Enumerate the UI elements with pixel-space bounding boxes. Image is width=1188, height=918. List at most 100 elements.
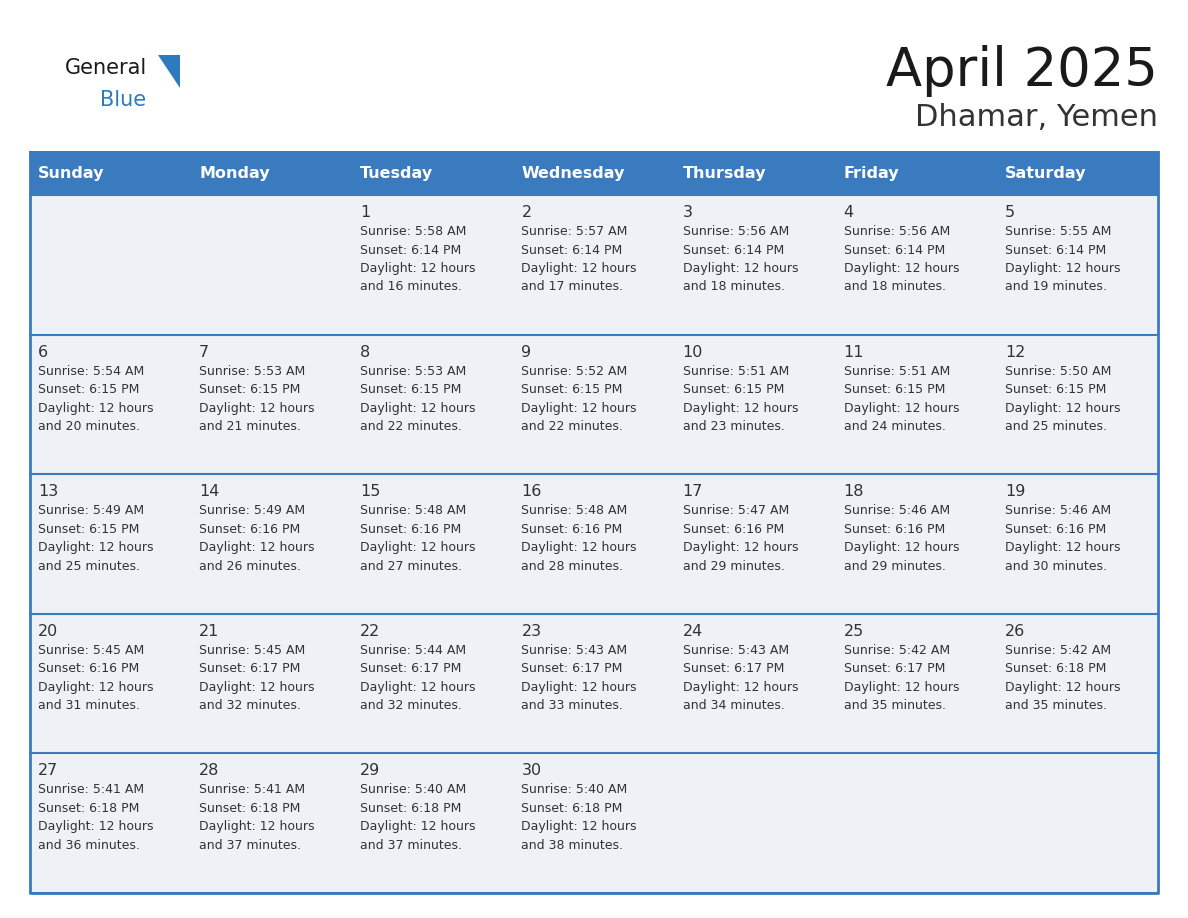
Bar: [353, 754, 513, 893]
Text: Sunset: 6:17 PM: Sunset: 6:17 PM: [522, 662, 623, 676]
Text: Sunrise: 5:51 AM: Sunrise: 5:51 AM: [683, 364, 789, 377]
Text: 23: 23: [522, 624, 542, 639]
Text: Sunrise: 5:41 AM: Sunrise: 5:41 AM: [38, 783, 144, 797]
Text: and 34 minutes.: and 34 minutes.: [683, 700, 784, 712]
Text: Sunday: Sunday: [38, 166, 105, 181]
Text: Daylight: 12 hours: Daylight: 12 hours: [522, 262, 637, 275]
Text: Sunrise: 5:42 AM: Sunrise: 5:42 AM: [1005, 644, 1111, 656]
Text: Daylight: 12 hours: Daylight: 12 hours: [843, 401, 959, 415]
Text: Daylight: 12 hours: Daylight: 12 hours: [1005, 401, 1120, 415]
Text: Daylight: 12 hours: Daylight: 12 hours: [360, 681, 475, 694]
Bar: [30, 152, 191, 195]
Text: Thursday: Thursday: [683, 166, 766, 181]
Text: Sunrise: 5:40 AM: Sunrise: 5:40 AM: [522, 783, 627, 797]
Text: 26: 26: [1005, 624, 1025, 639]
Text: Sunset: 6:16 PM: Sunset: 6:16 PM: [360, 522, 461, 536]
Text: Sunset: 6:15 PM: Sunset: 6:15 PM: [360, 383, 462, 396]
Bar: [191, 195, 353, 334]
Text: 22: 22: [360, 624, 380, 639]
Text: Daylight: 12 hours: Daylight: 12 hours: [38, 681, 153, 694]
Text: and 33 minutes.: and 33 minutes.: [522, 700, 624, 712]
Text: Sunrise: 5:40 AM: Sunrise: 5:40 AM: [360, 783, 467, 797]
Text: Sunset: 6:16 PM: Sunset: 6:16 PM: [200, 522, 301, 536]
Text: Sunset: 6:14 PM: Sunset: 6:14 PM: [683, 243, 784, 256]
Text: and 22 minutes.: and 22 minutes.: [360, 420, 462, 433]
Text: Sunset: 6:16 PM: Sunset: 6:16 PM: [843, 522, 944, 536]
Text: 13: 13: [38, 484, 58, 499]
Text: Tuesday: Tuesday: [360, 166, 434, 181]
Text: Sunset: 6:14 PM: Sunset: 6:14 PM: [1005, 243, 1106, 256]
Text: Sunrise: 5:46 AM: Sunrise: 5:46 AM: [1005, 504, 1111, 517]
Text: Daylight: 12 hours: Daylight: 12 hours: [683, 401, 798, 415]
Text: and 37 minutes.: and 37 minutes.: [360, 839, 462, 852]
Text: Sunset: 6:18 PM: Sunset: 6:18 PM: [522, 802, 623, 815]
Text: 29: 29: [360, 764, 380, 778]
Text: Daylight: 12 hours: Daylight: 12 hours: [38, 401, 153, 415]
Text: Sunset: 6:18 PM: Sunset: 6:18 PM: [1005, 662, 1106, 676]
Text: and 21 minutes.: and 21 minutes.: [200, 420, 301, 433]
Text: Sunset: 6:14 PM: Sunset: 6:14 PM: [522, 243, 623, 256]
Text: Sunrise: 5:47 AM: Sunrise: 5:47 AM: [683, 504, 789, 517]
Bar: [835, 614, 997, 754]
Text: Sunrise: 5:42 AM: Sunrise: 5:42 AM: [843, 644, 950, 656]
Bar: [835, 754, 997, 893]
Bar: [353, 334, 513, 475]
Text: and 37 minutes.: and 37 minutes.: [200, 839, 301, 852]
Text: Daylight: 12 hours: Daylight: 12 hours: [38, 821, 153, 834]
Bar: [997, 195, 1158, 334]
Text: Sunrise: 5:58 AM: Sunrise: 5:58 AM: [360, 225, 467, 238]
Bar: [191, 614, 353, 754]
Text: Sunrise: 5:49 AM: Sunrise: 5:49 AM: [38, 504, 144, 517]
Bar: [191, 754, 353, 893]
Bar: [191, 152, 353, 195]
Text: Daylight: 12 hours: Daylight: 12 hours: [1005, 262, 1120, 275]
Text: Daylight: 12 hours: Daylight: 12 hours: [200, 542, 315, 554]
Bar: [835, 152, 997, 195]
Text: Daylight: 12 hours: Daylight: 12 hours: [200, 681, 315, 694]
Text: Daylight: 12 hours: Daylight: 12 hours: [360, 262, 475, 275]
Text: Sunset: 6:16 PM: Sunset: 6:16 PM: [1005, 522, 1106, 536]
Text: Sunrise: 5:52 AM: Sunrise: 5:52 AM: [522, 364, 627, 377]
Text: 18: 18: [843, 484, 864, 499]
Text: and 17 minutes.: and 17 minutes.: [522, 281, 624, 294]
Text: Daylight: 12 hours: Daylight: 12 hours: [360, 401, 475, 415]
Text: and 32 minutes.: and 32 minutes.: [360, 700, 462, 712]
Text: Sunrise: 5:53 AM: Sunrise: 5:53 AM: [200, 364, 305, 377]
Text: and 25 minutes.: and 25 minutes.: [1005, 420, 1107, 433]
Text: 12: 12: [1005, 344, 1025, 360]
Text: Dhamar, Yemen: Dhamar, Yemen: [915, 103, 1158, 132]
Text: Sunset: 6:15 PM: Sunset: 6:15 PM: [38, 383, 139, 396]
Text: Sunset: 6:18 PM: Sunset: 6:18 PM: [38, 802, 139, 815]
Text: Sunrise: 5:45 AM: Sunrise: 5:45 AM: [200, 644, 305, 656]
Text: Sunrise: 5:43 AM: Sunrise: 5:43 AM: [522, 644, 627, 656]
Text: Sunrise: 5:45 AM: Sunrise: 5:45 AM: [38, 644, 144, 656]
Text: and 36 minutes.: and 36 minutes.: [38, 839, 140, 852]
Text: Sunset: 6:15 PM: Sunset: 6:15 PM: [522, 383, 623, 396]
Text: 27: 27: [38, 764, 58, 778]
Text: Sunrise: 5:49 AM: Sunrise: 5:49 AM: [200, 504, 305, 517]
Text: Daylight: 12 hours: Daylight: 12 hours: [522, 401, 637, 415]
Text: and 18 minutes.: and 18 minutes.: [683, 281, 784, 294]
Text: and 23 minutes.: and 23 minutes.: [683, 420, 784, 433]
Bar: [675, 614, 835, 754]
Text: Sunrise: 5:48 AM: Sunrise: 5:48 AM: [360, 504, 467, 517]
Text: Sunrise: 5:43 AM: Sunrise: 5:43 AM: [683, 644, 789, 656]
Bar: [513, 614, 675, 754]
Bar: [675, 475, 835, 614]
Text: 19: 19: [1005, 484, 1025, 499]
Bar: [835, 334, 997, 475]
Text: Sunrise: 5:46 AM: Sunrise: 5:46 AM: [843, 504, 950, 517]
Text: and 30 minutes.: and 30 minutes.: [1005, 560, 1107, 573]
Text: Daylight: 12 hours: Daylight: 12 hours: [683, 542, 798, 554]
Bar: [675, 152, 835, 195]
Text: and 16 minutes.: and 16 minutes.: [360, 281, 462, 294]
Text: 17: 17: [683, 484, 703, 499]
Text: Sunset: 6:15 PM: Sunset: 6:15 PM: [38, 522, 139, 536]
Text: Daylight: 12 hours: Daylight: 12 hours: [1005, 681, 1120, 694]
Text: Sunset: 6:17 PM: Sunset: 6:17 PM: [683, 662, 784, 676]
Text: and 35 minutes.: and 35 minutes.: [1005, 700, 1107, 712]
Text: Sunset: 6:18 PM: Sunset: 6:18 PM: [200, 802, 301, 815]
Text: Daylight: 12 hours: Daylight: 12 hours: [522, 821, 637, 834]
Text: Sunrise: 5:48 AM: Sunrise: 5:48 AM: [522, 504, 627, 517]
Text: General: General: [65, 58, 147, 78]
